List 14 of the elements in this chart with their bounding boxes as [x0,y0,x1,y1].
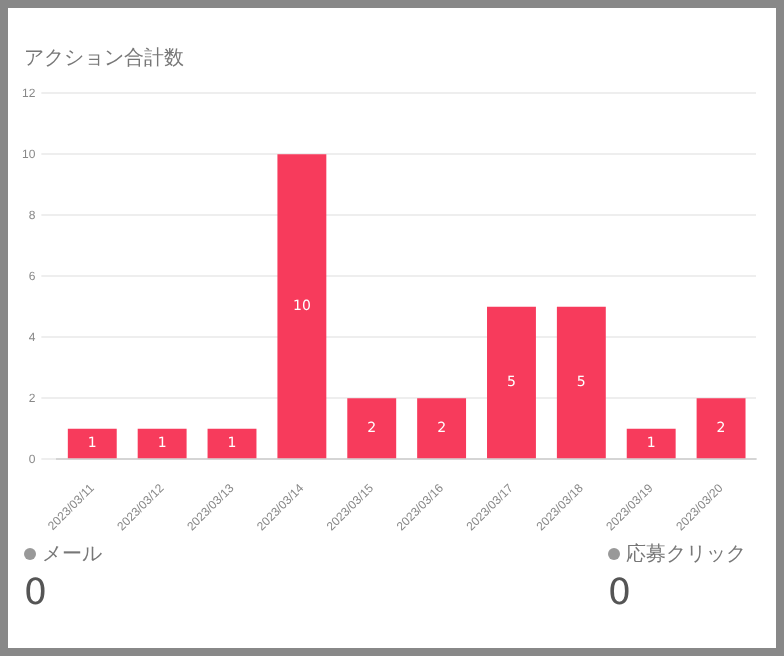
chart-title: アクション合計数 [24,45,184,72]
text: 0 [608,572,633,614]
bar [137,428,187,459]
bar [696,398,746,459]
bar [67,428,117,459]
bar [487,306,536,459]
bar [277,154,327,459]
text: 応募クリック [624,541,746,568]
bar [207,428,257,459]
bar [626,428,676,459]
text: メール [40,542,102,568]
bar [417,398,467,459]
bar [347,398,397,459]
bar [556,306,606,459]
